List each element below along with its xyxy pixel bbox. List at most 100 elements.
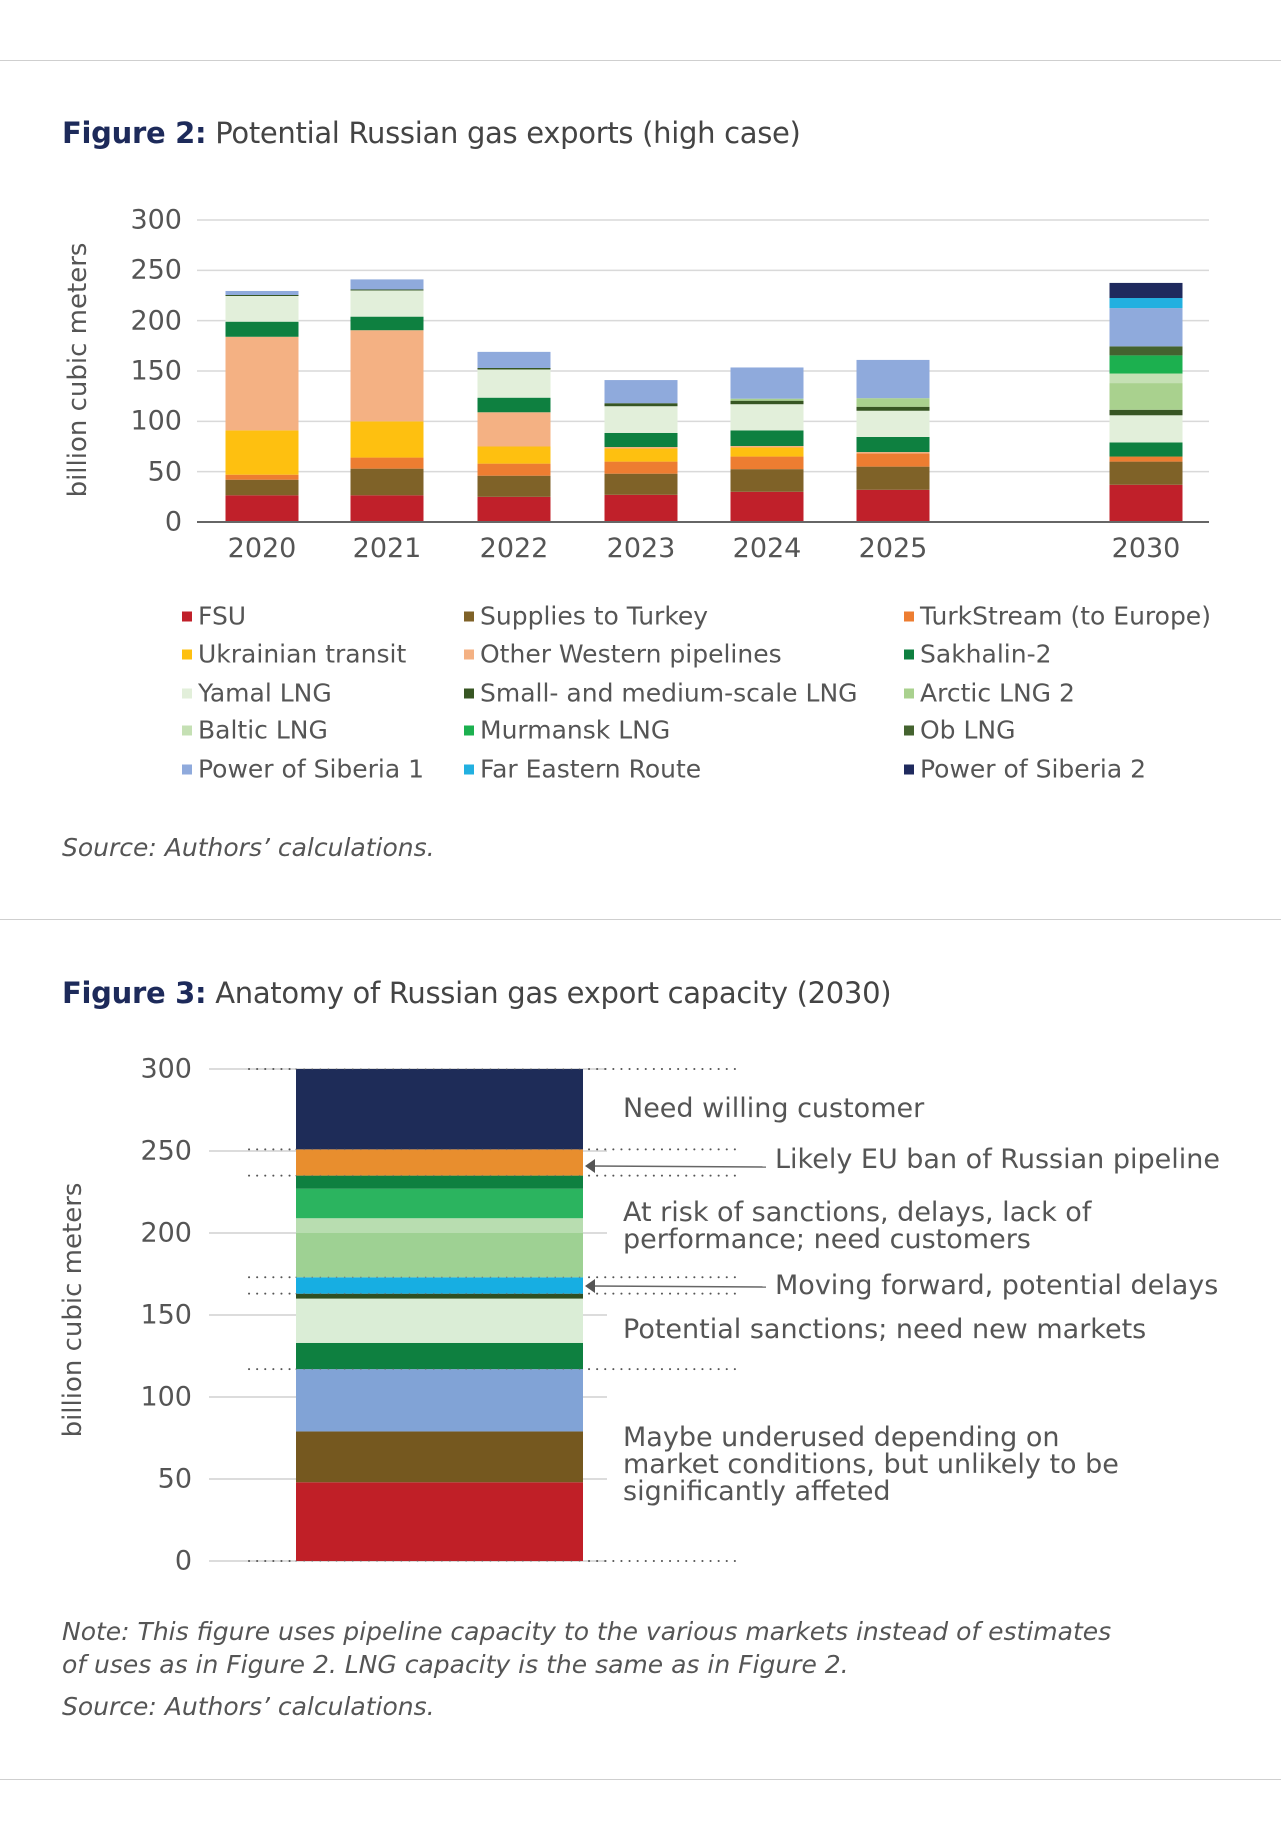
legend-label: Murmansk LNG — [480, 715, 671, 745]
annotation-maybe-underused-line1: Maybe underused depending on — [623, 1422, 1060, 1453]
fig2-bar-2023-series-6 — [604, 406, 678, 433]
fig2-bar-2025-series-2 — [856, 453, 930, 467]
fig3-segment-5 — [296, 1293, 583, 1299]
legend-label: Other Western pipelines — [480, 639, 782, 669]
fig3-y-tick: 300 — [140, 1053, 192, 1085]
fig2-bar-2024-series-4 — [730, 445, 804, 448]
fig2-bar-2030-series-14 — [1109, 282, 1183, 299]
fig3-segment-12 — [296, 1069, 583, 1150]
fig3-segment-0 — [296, 1482, 583, 1561]
legend-item: Yamal LNG — [182, 679, 332, 708]
legend-swatch — [904, 611, 914, 621]
fig3-segment-10 — [296, 1175, 583, 1189]
fig2-bar-2030-series-5 — [1109, 442, 1183, 457]
fig2-bar-2023-series-1 — [604, 473, 678, 495]
annotation-maybe-underused-line2: market conditions, but unlikely to be — [623, 1449, 1119, 1480]
fig3-segment-1 — [296, 1431, 583, 1483]
figure3-note-line1: Note: This figure uses pipeline capacity… — [62, 1617, 1112, 1646]
fig3-y-tick: 0 — [174, 1545, 192, 1577]
legend-item: FSU — [182, 602, 246, 631]
fig2-x-tick: 2025 — [858, 533, 928, 564]
fig2-bar-2021-series-1 — [350, 468, 424, 496]
legend-swatch — [464, 764, 474, 774]
legend-label: Baltic LNG — [198, 715, 328, 745]
fig2-bar-2024-series-6 — [730, 404, 804, 431]
legend-item: Ob LNG — [904, 716, 1016, 745]
fig2-bar-2022-series-12 — [477, 351, 551, 368]
fig2-bar-2021-series-12 — [350, 279, 424, 290]
fig3-segment-8 — [296, 1218, 583, 1233]
fig3-arrowhead-icon-0 — [585, 1159, 595, 1173]
figure2-label: Figure 2: — [62, 116, 207, 150]
legend-item: TurkStream (to Europe) — [904, 602, 1211, 631]
fig2-bar-2025-series-7 — [856, 406, 930, 411]
fig2-bar-2022-series-5 — [477, 397, 551, 413]
fig2-bar-2020-series-1 — [225, 479, 299, 496]
fig2-bar-2024-series-0 — [730, 491, 804, 522]
fig2-bar-2022-series-6 — [477, 369, 551, 398]
fig2-y-tick: 0 — [164, 506, 182, 538]
fig2-bar-2020-series-7 — [225, 294, 299, 297]
fig2-y-tick: 150 — [130, 355, 182, 387]
fig2-bar-2030-series-9 — [1109, 373, 1183, 384]
fig2-bar-2024-series-1 — [730, 469, 804, 492]
annotation-maybe-underused-line3: significantly affeted — [623, 1476, 891, 1507]
fig2-bar-2022-series-7 — [477, 367, 551, 370]
fig2-x-tick: 2022 — [479, 533, 549, 564]
fig2-bar-2030-series-8 — [1109, 383, 1183, 410]
legend-swatch — [464, 611, 474, 621]
bottom-divider — [0, 1779, 1281, 1780]
legend-label: Power of Siberia 1 — [198, 754, 425, 784]
legend-swatch — [464, 649, 474, 659]
top-divider — [0, 60, 1281, 61]
fig2-bar-2030-series-2 — [1109, 456, 1183, 462]
legend-label: Ob LNG — [920, 715, 1016, 745]
legend-item: Murmansk LNG — [464, 716, 670, 745]
legend-item: Baltic LNG — [182, 716, 328, 745]
fig2-bar-2023-series-12 — [604, 380, 678, 404]
fig3-y-tick: 150 — [140, 1299, 192, 1331]
fig2-y-tick: 250 — [130, 254, 182, 286]
legend-label: Far Eastern Route — [480, 754, 702, 784]
fig3-arrow-line-1 — [589, 1285, 767, 1288]
fig2-bar-2020-series-5 — [225, 321, 299, 337]
fig2-bar-2022-series-3 — [477, 446, 551, 464]
fig2-bar-2030-series-10 — [1109, 355, 1183, 374]
fig2-bar-2030-series-7 — [1109, 409, 1183, 416]
legend-label: TurkStream (to Europe) — [920, 601, 1211, 631]
fig2-bar-2024-series-2 — [730, 456, 804, 470]
fig3-segment-3 — [296, 1342, 583, 1370]
fig2-x-tick: 2023 — [606, 533, 676, 564]
fig2-bar-2020-series-6 — [225, 296, 299, 322]
fig3-segment-2 — [296, 1369, 583, 1432]
fig2-bar-2022-series-4 — [477, 412, 551, 447]
middle-divider — [0, 919, 1281, 920]
legend-swatch — [904, 725, 914, 735]
fig3-segment-7 — [296, 1233, 583, 1278]
fig3-segment-11 — [296, 1149, 583, 1176]
fig2-bar-2020-series-0 — [225, 495, 299, 522]
legend-label: Power of Siberia 2 — [920, 754, 1147, 784]
fig2-bar-2025-series-1 — [856, 466, 930, 490]
fig2-bar-2025-series-12 — [856, 359, 930, 399]
figure3-source: Source: Authors’ calculations. — [62, 1692, 435, 1721]
fig3-segment-6 — [296, 1277, 583, 1294]
fig2-bar-2023-series-7 — [604, 403, 678, 407]
fig2-y-tick: 50 — [147, 456, 182, 488]
fig2-x-tick: 2021 — [352, 533, 422, 564]
legend-item: Other Western pipelines — [464, 640, 782, 669]
legend-label: Yamal LNG — [198, 678, 332, 708]
fig2-bar-2023-series-2 — [604, 461, 678, 474]
fig2-bar-2023-series-4 — [604, 447, 678, 449]
figure3-label: Figure 3: — [62, 976, 207, 1010]
legend-item: Small- and medium-scale LNG — [464, 679, 858, 708]
fig2-bar-2024-series-12 — [730, 367, 804, 399]
fig3-segment-9 — [296, 1188, 583, 1219]
legend-swatch — [904, 764, 914, 774]
fig2-bar-2030-series-6 — [1109, 415, 1183, 443]
annotation-at-risk-line1: At risk of sanctions, delays, lack of — [623, 1197, 1092, 1228]
fig2-bar-2021-series-4 — [350, 330, 424, 422]
fig3-y-tick: 100 — [140, 1381, 192, 1413]
legend-label: Sakhalin-2 — [920, 639, 1052, 669]
figure3-title-text: Anatomy of Russian gas export capacity (… — [215, 976, 892, 1010]
